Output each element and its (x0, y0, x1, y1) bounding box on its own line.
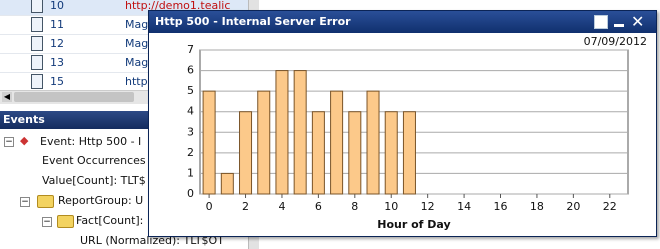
row-id: 11 (50, 18, 64, 31)
row-url[interactable]: http (125, 75, 148, 88)
tree: − ◆ Event: Http 500 - I Event Occurrence… (4, 134, 224, 247)
bar (348, 111, 362, 195)
row-url[interactable]: Mag (125, 18, 149, 31)
list: 10 http://demo1.tealic 11 Mag 12 Mag 13 Mag … (0, 0, 248, 112)
y-tick-label: 1 (187, 166, 194, 179)
y-tick-label: 5 (187, 84, 194, 97)
x-tick-label: 20 (566, 200, 580, 213)
x-axis-label: Hour of Day (377, 218, 450, 231)
list-row[interactable]: 11 Mag (0, 15, 248, 35)
x-tick-label: 6 (315, 200, 322, 213)
row-id: 15 (50, 75, 64, 88)
x-tick-label: 0 (206, 200, 213, 213)
y-tick-label: 6 (187, 64, 194, 77)
close-button[interactable]: ✕ (631, 12, 645, 31)
row-url[interactable]: Mag (125, 37, 149, 50)
bar (239, 111, 253, 195)
tree-node[interactable]: URL (Normalized): TLT$OT (80, 234, 224, 247)
y-tick-label: 2 (187, 146, 194, 159)
window-title: Http 500 - Internal Server Error (155, 15, 351, 28)
y-tick-label: 3 (187, 125, 194, 138)
x-tick-label: 10 (384, 200, 398, 213)
popup-window: Http 500 - Internal Server Error ✕ 07/09… (148, 10, 657, 237)
tree-node[interactable]: Event: Http 500 - I (40, 135, 142, 148)
x-tick-label: 16 (494, 200, 508, 213)
title-bar: Http 500 - Internal Server Error ✕ (149, 11, 656, 33)
bar (220, 172, 234, 195)
tree-node[interactable]: ReportGroup: U (58, 194, 144, 207)
tree-node[interactable]: Event Occurrences (42, 154, 146, 167)
x-tick-label: 22 (603, 200, 617, 213)
row-id: 13 (50, 56, 64, 69)
bar (384, 111, 398, 195)
tree-node[interactable]: Fact[Count]: (76, 214, 144, 227)
minimize-button[interactable] (614, 24, 624, 27)
list-row[interactable]: 12 Mag (0, 34, 248, 54)
bar (330, 90, 344, 195)
row-id: 10 (50, 0, 64, 12)
bar (257, 90, 271, 195)
tree-node[interactable]: Value[Count]: TLT$ (42, 174, 146, 187)
row-id: 12 (50, 37, 64, 50)
bar (202, 90, 216, 195)
bar (293, 70, 307, 195)
y-tick-label: 4 (187, 105, 194, 118)
row-url[interactable]: Mag (125, 56, 149, 69)
bar (402, 111, 416, 195)
row-url[interactable]: http://demo1.tealic (125, 0, 231, 12)
y-tick-label: 7 (187, 43, 194, 56)
x-tick-label: 12 (421, 200, 435, 213)
calendar-button[interactable] (594, 15, 608, 29)
x-tick-label: 2 (242, 200, 249, 213)
bar (311, 111, 325, 195)
date: 07/09/2012 (584, 35, 647, 48)
x-tick-label: 8 (351, 200, 358, 213)
bar (366, 90, 380, 195)
bar (275, 70, 289, 195)
y-tick-label: 0 (187, 187, 194, 200)
list-row[interactable]: 13 Mag (0, 53, 248, 73)
x-tick-label: 14 (457, 200, 471, 213)
x-tick-label: 4 (278, 200, 285, 213)
x-tick-label: 18 (530, 200, 544, 213)
